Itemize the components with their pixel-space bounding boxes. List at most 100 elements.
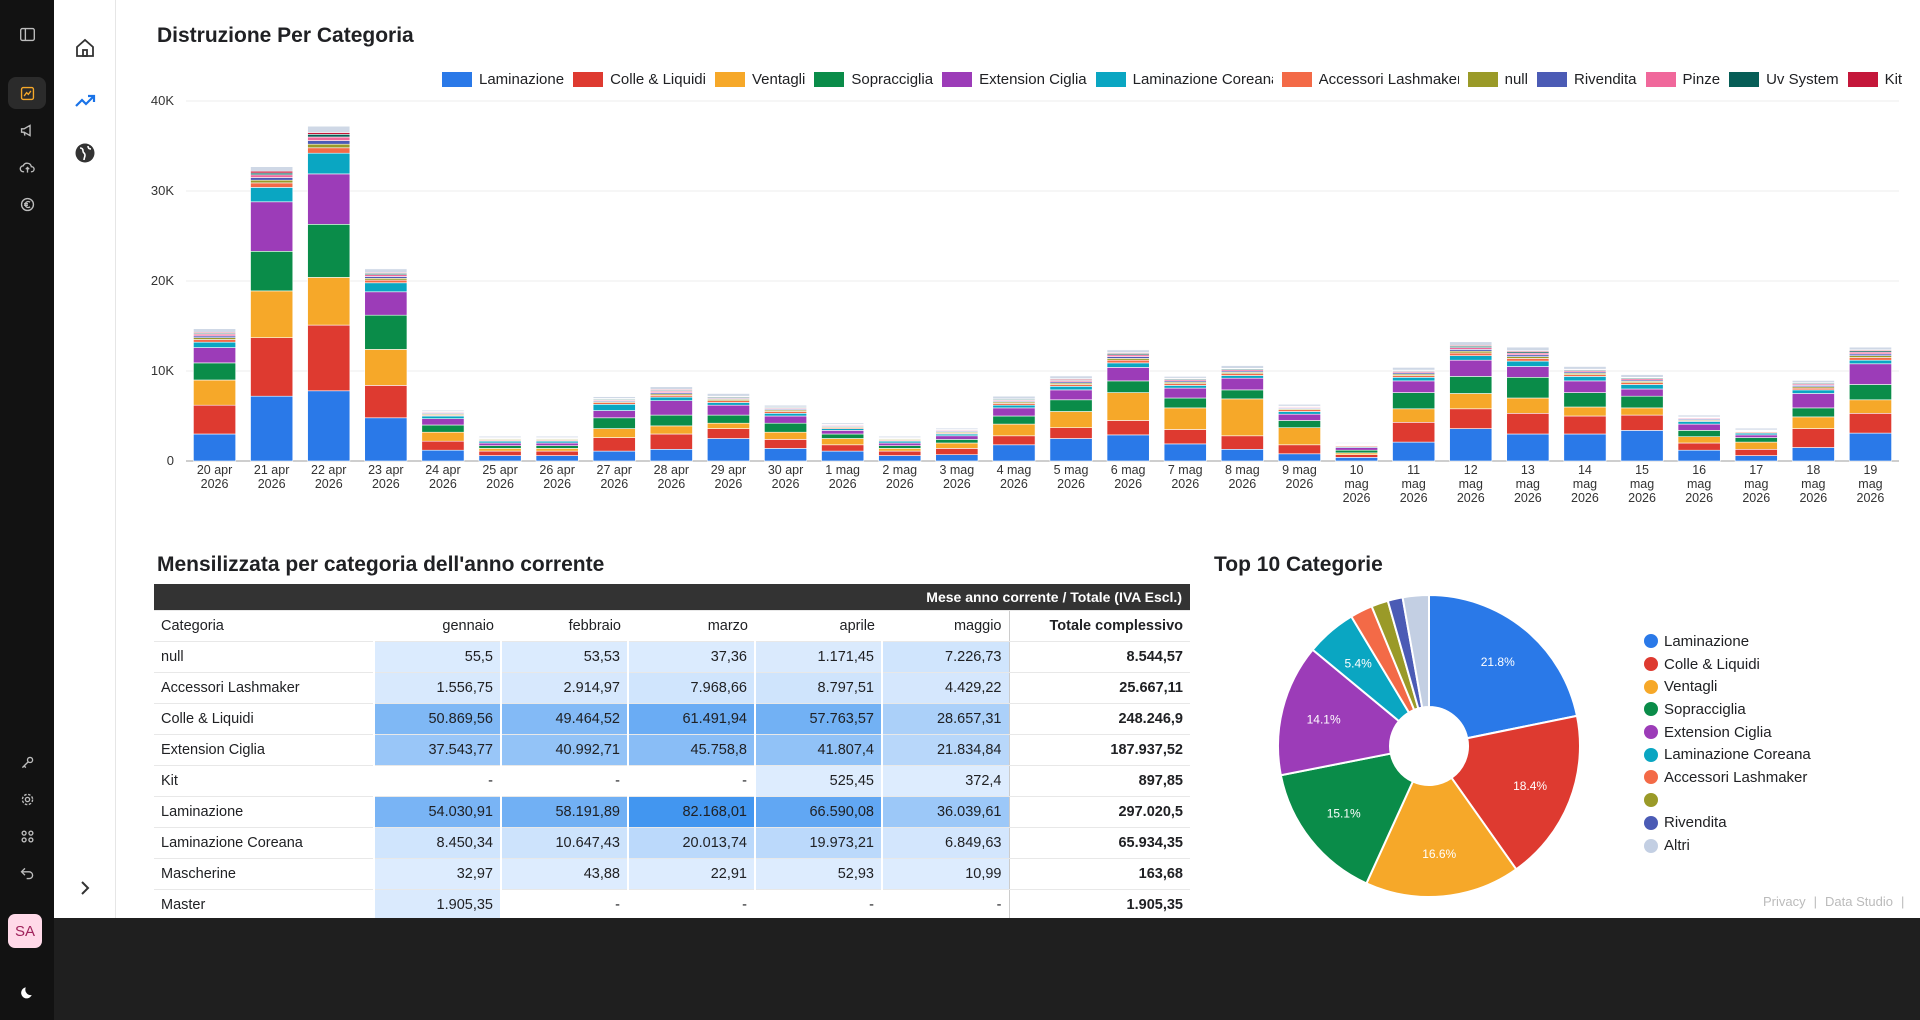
bar-segment[interactable]: [307, 390, 351, 462]
bar-segment[interactable]: [1163, 429, 1207, 445]
bar-segment[interactable]: [307, 324, 351, 392]
bar-segment[interactable]: [1791, 416, 1835, 429]
bar-segment[interactable]: [1335, 442, 1378, 444]
bar-segment[interactable]: [878, 445, 922, 449]
bar-segment[interactable]: [1106, 349, 1150, 353]
bar-segment[interactable]: [764, 439, 807, 449]
bar-segment[interactable]: [535, 435, 579, 438]
bar-segment[interactable]: [250, 166, 294, 172]
bar-segment[interactable]: [1563, 366, 1607, 370]
bar-segment[interactable]: [1734, 434, 1778, 438]
bar-segment[interactable]: [1049, 438, 1093, 462]
bar-segment[interactable]: [1506, 366, 1550, 378]
key-icon[interactable]: [8, 746, 46, 778]
bar-segment[interactable]: [250, 174, 294, 178]
pie-legend-item[interactable]: [1644, 789, 1824, 812]
bar-segment[interactable]: [878, 450, 922, 456]
bar-segment[interactable]: [1506, 346, 1550, 352]
column-header[interactable]: febbraio: [501, 610, 628, 642]
bar-segment[interactable]: [1849, 399, 1892, 414]
bar-segment[interactable]: [478, 455, 522, 462]
bar-segment[interactable]: [592, 437, 636, 452]
bar-segment[interactable]: [707, 438, 750, 462]
bar-segment[interactable]: [649, 433, 693, 450]
bar-segment[interactable]: [764, 431, 807, 440]
column-header[interactable]: aprile: [755, 610, 882, 642]
bar-segment[interactable]: [1506, 397, 1550, 414]
bar-segment[interactable]: [707, 422, 750, 429]
bar-segment[interactable]: [364, 268, 408, 273]
bar-segment[interactable]: [992, 444, 1036, 462]
bar-segment[interactable]: [649, 425, 693, 435]
pie-legend-item[interactable]: Extension Ciglia: [1644, 721, 1824, 744]
bar-segment[interactable]: [1220, 435, 1264, 450]
bar-segment[interactable]: [821, 450, 865, 462]
bar-segment[interactable]: [193, 347, 236, 364]
bar-segment[interactable]: [764, 415, 807, 424]
pie-legend-item[interactable]: Ventagli: [1644, 675, 1824, 698]
bar-segment[interactable]: [478, 445, 522, 449]
bar-segment[interactable]: [878, 448, 922, 452]
bar-segment[interactable]: [1220, 398, 1264, 437]
bar-segment[interactable]: [1563, 406, 1607, 417]
bar-segment[interactable]: [1163, 385, 1207, 389]
bar-segment[interactable]: [1791, 389, 1835, 394]
bar-segment[interactable]: [1791, 447, 1835, 462]
bar-segment[interactable]: [1791, 393, 1835, 409]
pie-slice[interactable]: [1401, 593, 1430, 709]
sidebar-toggle-icon[interactable]: [8, 18, 46, 50]
column-header[interactable]: maggio: [882, 610, 1009, 642]
bar-segment[interactable]: [1620, 374, 1664, 378]
bar-segment[interactable]: [1849, 346, 1892, 351]
bar-segment[interactable]: [1392, 408, 1436, 423]
bar-segment[interactable]: [878, 442, 922, 446]
cloud-upload-icon[interactable]: [8, 151, 46, 183]
bar-segment[interactable]: [250, 337, 294, 397]
bar-segment[interactable]: [821, 422, 865, 425]
bar-segment[interactable]: [1677, 449, 1721, 462]
bar-segment[interactable]: [421, 415, 465, 419]
bar-segment[interactable]: [1849, 384, 1892, 401]
bar-segment[interactable]: [421, 440, 465, 451]
apps-grid-icon[interactable]: [8, 820, 46, 852]
bar-segment[interactable]: [193, 379, 236, 406]
legend-item[interactable]: Ventagli: [714, 71, 805, 88]
pie-slice[interactable]: [1450, 714, 1581, 871]
megaphone-icon[interactable]: [8, 114, 46, 146]
bar-segment[interactable]: [935, 442, 979, 449]
bar-segment[interactable]: [592, 428, 636, 438]
legend-item[interactable]: Rivendita: [1536, 71, 1637, 88]
bar-segment[interactable]: [1392, 441, 1436, 462]
bar-segment[interactable]: [878, 435, 922, 438]
trending-up-icon[interactable]: [69, 85, 101, 117]
bar-segment[interactable]: [193, 339, 236, 343]
data-studio-link[interactable]: Data Studio: [1825, 894, 1893, 909]
bar-segment[interactable]: [1220, 365, 1264, 369]
bar-segment[interactable]: [193, 341, 236, 348]
bar-segment[interactable]: [1106, 362, 1150, 368]
legend-item[interactable]: null: [1467, 71, 1528, 88]
bar-segment[interactable]: [421, 409, 465, 412]
legend-item[interactable]: Sopracciglia: [814, 71, 933, 88]
bar-segment[interactable]: [1849, 359, 1892, 365]
bar-segment[interactable]: [1506, 358, 1550, 362]
bar-segment[interactable]: [821, 438, 865, 446]
bar-segment[interactable]: [592, 450, 636, 462]
bar-segment[interactable]: [649, 396, 693, 402]
bar-segment[interactable]: [1506, 433, 1550, 462]
bar-segment[interactable]: [250, 290, 294, 338]
bar-segment[interactable]: [1278, 444, 1321, 455]
bar-segment[interactable]: [1163, 407, 1207, 430]
bar-segment[interactable]: [307, 134, 351, 138]
bar-segment[interactable]: [1734, 455, 1778, 462]
legend-item[interactable]: Kit: [1847, 71, 1902, 88]
legend-item[interactable]: Pinze: [1645, 71, 1720, 88]
bar-segment[interactable]: [935, 427, 979, 430]
bar-segment[interactable]: [992, 395, 1036, 400]
bar-segment[interactable]: [421, 431, 465, 442]
bar-segment[interactable]: [1620, 407, 1664, 416]
bar-segment[interactable]: [1220, 389, 1264, 400]
bar-segment[interactable]: [1791, 428, 1835, 448]
bar-segment[interactable]: [1449, 393, 1493, 410]
bar-segment[interactable]: [1106, 392, 1150, 421]
